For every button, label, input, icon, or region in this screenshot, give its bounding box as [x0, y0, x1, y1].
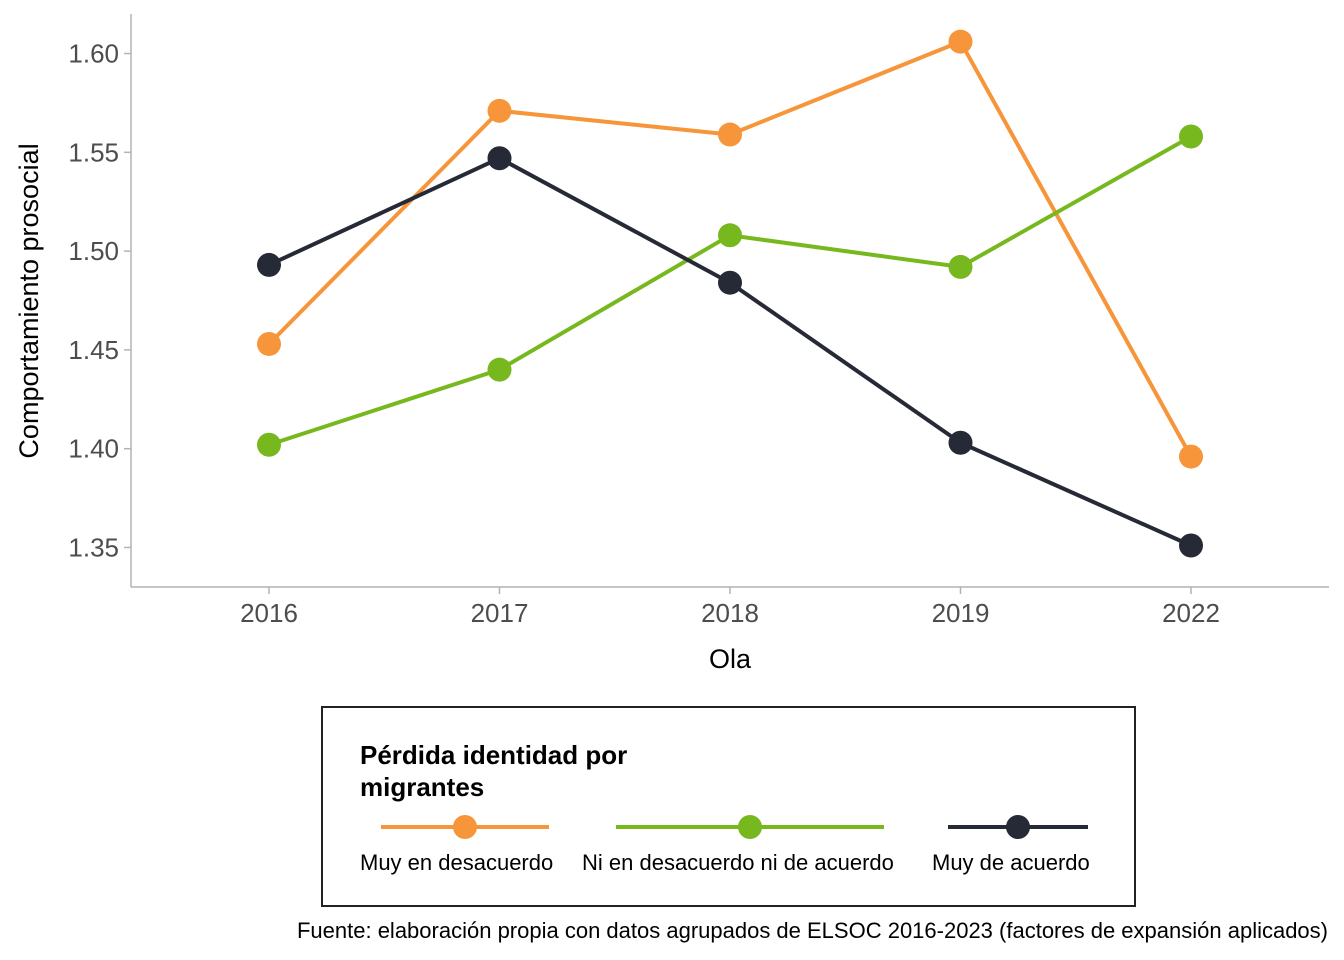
x-tick-label: 2016 [240, 598, 298, 628]
x-tick-label: 2017 [471, 598, 529, 628]
legend-label: Muy de acuerdo [932, 850, 1090, 875]
data-point [257, 252, 281, 277]
data-point [948, 430, 973, 455]
data-point [1179, 533, 1203, 558]
data-point [257, 432, 281, 457]
legend: Pérdida identidad por migrantes Muy en d… [321, 706, 1136, 907]
data-point [718, 122, 742, 147]
legend-title: Pérdida identidad por migrantes [360, 740, 628, 802]
data-point [487, 357, 512, 382]
y-ticks: 1.35 1.40 1.45 1.50 1.55 1.60 [68, 39, 131, 562]
data-point [948, 29, 973, 54]
y-tick-label: 1.55 [68, 137, 119, 167]
series-line-0 [267, 39, 1193, 458]
data-point [1179, 124, 1203, 149]
x-tick-label: 2022 [1162, 598, 1220, 628]
line-chart: 1.351.401.451.501.551.60 2016 2017 2018 201… [14, 14, 1329, 674]
legend-label: Ni en desacuerdo ni de acuerdo [582, 850, 894, 875]
data-point [718, 223, 742, 248]
x-ticks: 2016 2017 2018 2019 2022 [240, 587, 1220, 628]
data-point [948, 254, 973, 279]
legend-key-point [738, 815, 762, 839]
legend-key-point [453, 815, 477, 839]
x-tick-label: 2019 [932, 598, 990, 628]
y-tick-label: 1.50 [68, 236, 119, 266]
legend-key-0 [381, 815, 549, 839]
source-caption: Fuente: elaboración propia con datos agr… [296, 918, 1328, 943]
data-point [257, 331, 281, 356]
data-point [487, 98, 512, 123]
legend-key-1 [616, 815, 884, 839]
y-tick-label: 1.35 [68, 532, 119, 562]
data-point [1179, 444, 1203, 469]
legend-key-point [1006, 815, 1030, 839]
x-tick-label: 2018 [701, 598, 759, 628]
y-axis-title: Comportamiento prosocial [14, 143, 44, 458]
series-points [257, 29, 1203, 558]
y-tick-label: 1.45 [68, 335, 119, 365]
y-tick-label: 1.40 [68, 434, 119, 464]
data-point [718, 270, 742, 295]
x-axis-title: Ola [709, 644, 752, 674]
data-point [487, 146, 512, 171]
legend-key-2 [948, 815, 1088, 839]
legend-label: Muy en desacuerdo [360, 850, 554, 875]
y-tick-label: 1.60 [68, 39, 119, 69]
